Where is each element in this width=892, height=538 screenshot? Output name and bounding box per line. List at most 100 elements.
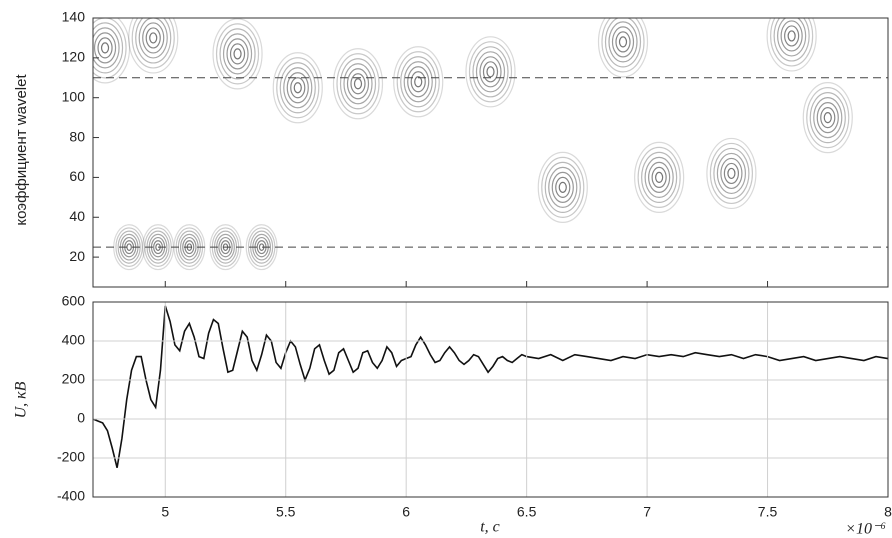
contour-line: [634, 141, 685, 214]
top-y-label: коэффициент wavelet: [13, 74, 30, 226]
plot-frame: [92, 17, 889, 288]
plot-area: [93, 18, 888, 271]
y-tick-label: 600: [62, 293, 86, 309]
contour-line: [142, 22, 165, 54]
contour-blob: [802, 82, 853, 154]
contour-line: [212, 18, 263, 90]
y-tick-label: 100: [62, 88, 86, 104]
contour-line: [396, 51, 440, 113]
contour-line: [332, 48, 384, 120]
contour-line: [286, 72, 309, 104]
contour-line: [276, 57, 320, 119]
contour-blob: [537, 151, 588, 223]
contour-line: [115, 227, 143, 267]
contour-line: [117, 230, 141, 264]
contour-line: [777, 18, 807, 57]
contour-line: [126, 243, 132, 251]
contour-line: [465, 36, 516, 108]
contour-line: [823, 112, 832, 124]
contour-line: [233, 48, 242, 60]
contour-line: [407, 66, 430, 98]
contour-line: [816, 102, 839, 134]
contour-line: [336, 53, 380, 115]
contour-line: [541, 156, 585, 218]
contour-line: [93, 18, 127, 79]
x-tick-label: 6: [402, 504, 410, 520]
contour-line: [655, 171, 664, 184]
contour-line: [787, 30, 796, 42]
x-label: t, c: [480, 519, 500, 536]
y-tick-label: 0: [77, 410, 85, 426]
contour-line: [604, 18, 642, 68]
contour-line: [727, 167, 736, 180]
contour-line: [706, 137, 757, 210]
contour-line: [290, 77, 306, 99]
contour-line: [215, 23, 260, 85]
y-tick-label: 200: [62, 371, 86, 387]
contour-line: [641, 151, 678, 204]
contour-line: [551, 171, 574, 203]
contour-blob: [212, 18, 263, 90]
contour-line: [350, 73, 366, 95]
contour-line: [472, 46, 509, 98]
contour-line: [145, 27, 161, 49]
contour-line: [555, 176, 571, 198]
contour-line: [780, 20, 803, 52]
contour-line: [618, 36, 628, 48]
contour-line: [182, 236, 197, 258]
contour-line: [770, 18, 814, 67]
plot-frame: [92, 301, 889, 498]
contour-blob: [634, 141, 685, 214]
contour-line: [806, 87, 850, 149]
contour-line: [720, 157, 743, 190]
contour-blob: [93, 18, 131, 84]
contour-line: [475, 51, 506, 93]
contour-line: [766, 18, 817, 72]
contour-line: [644, 156, 674, 199]
contour-line: [222, 33, 253, 75]
contour-line: [93, 32, 117, 64]
contour-line: [537, 151, 588, 223]
contour-line: [615, 31, 631, 53]
contour-line: [773, 18, 810, 62]
contour-line: [784, 25, 800, 47]
contour-line: [400, 56, 437, 108]
y-tick-label: -200: [57, 449, 85, 465]
signal-line: [93, 305, 888, 468]
contour-blob: [465, 36, 516, 108]
contour-line: [709, 142, 754, 205]
contour-line: [353, 78, 363, 90]
contour-line: [608, 21, 638, 63]
contour-blob: [393, 46, 444, 118]
contour-line: [486, 66, 495, 78]
y-tick-label: 140: [62, 9, 86, 25]
contour-line: [346, 68, 370, 100]
contour-line: [482, 61, 499, 83]
contour-line: [283, 67, 313, 109]
contour-line: [393, 46, 444, 118]
contour-line: [802, 82, 853, 154]
contour-line: [468, 41, 513, 103]
y-tick-label: 400: [62, 332, 86, 348]
bottom-y-label: U, кВ: [13, 381, 30, 418]
x-tick-label: 7: [643, 504, 651, 520]
contour-line: [226, 38, 249, 70]
contour-line: [279, 62, 316, 114]
contour-line: [339, 58, 377, 110]
contour-line: [713, 147, 750, 200]
contour-line: [272, 52, 323, 124]
contour-line: [293, 82, 302, 94]
x-tick-label: 5.5: [276, 504, 296, 520]
y-tick-label: 40: [69, 208, 85, 224]
contour-line: [100, 42, 110, 54]
contour-blob: [597, 18, 649, 78]
contour-blob: [766, 18, 817, 72]
x-multiplier: ×10⁻⁶: [845, 521, 886, 538]
contour-line: [247, 227, 276, 267]
contour-line: [138, 18, 168, 59]
contour-line: [149, 32, 158, 44]
contour-line: [135, 18, 172, 64]
contour-line: [597, 18, 649, 78]
contour-line: [479, 56, 502, 88]
